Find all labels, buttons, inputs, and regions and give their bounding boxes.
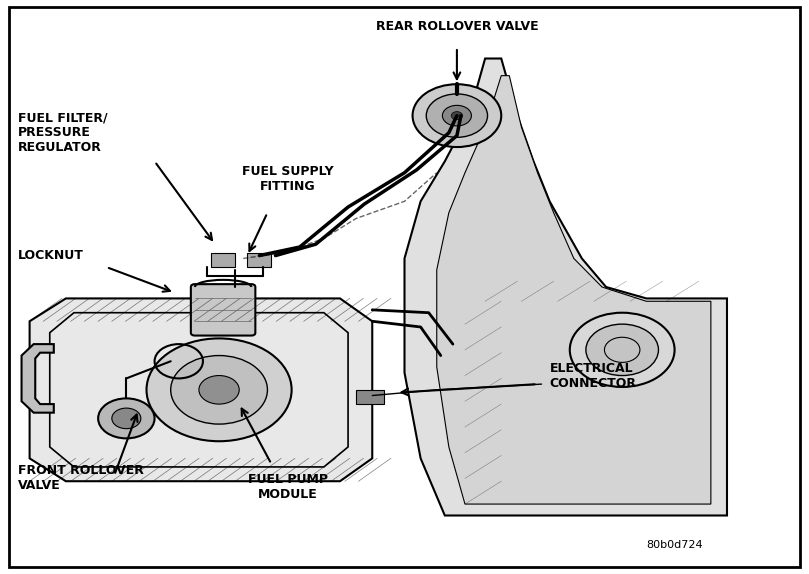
Circle shape [112, 408, 141, 429]
Polygon shape [30, 298, 372, 481]
Polygon shape [437, 76, 711, 504]
Circle shape [146, 339, 291, 441]
Text: ELECTRICAL
CONNECTOR: ELECTRICAL CONNECTOR [549, 362, 637, 390]
Circle shape [426, 94, 488, 137]
Circle shape [443, 106, 472, 126]
Bar [211, 253, 235, 267]
Text: LOCKNUT: LOCKNUT [18, 249, 83, 262]
Bar [356, 390, 384, 404]
Polygon shape [404, 59, 727, 515]
Text: FUEL FILTER/
PRESSURE
REGULATOR: FUEL FILTER/ PRESSURE REGULATOR [18, 111, 107, 154]
Text: 80b0d724: 80b0d724 [646, 540, 703, 550]
Circle shape [413, 84, 502, 147]
Circle shape [586, 324, 659, 375]
Circle shape [171, 355, 268, 424]
Circle shape [98, 398, 155, 439]
FancyBboxPatch shape [191, 284, 256, 336]
Circle shape [451, 111, 463, 119]
Text: FUEL PUMP
MODULE: FUEL PUMP MODULE [248, 472, 328, 501]
Polygon shape [22, 344, 53, 413]
Bar [248, 253, 272, 267]
Text: REAR ROLLOVER VALVE: REAR ROLLOVER VALVE [375, 20, 538, 33]
Circle shape [570, 313, 675, 387]
Circle shape [199, 375, 239, 404]
Text: FRONT ROLLOVER
VALVE: FRONT ROLLOVER VALVE [18, 464, 143, 492]
Text: FUEL SUPPLY
FITTING: FUEL SUPPLY FITTING [242, 165, 333, 193]
